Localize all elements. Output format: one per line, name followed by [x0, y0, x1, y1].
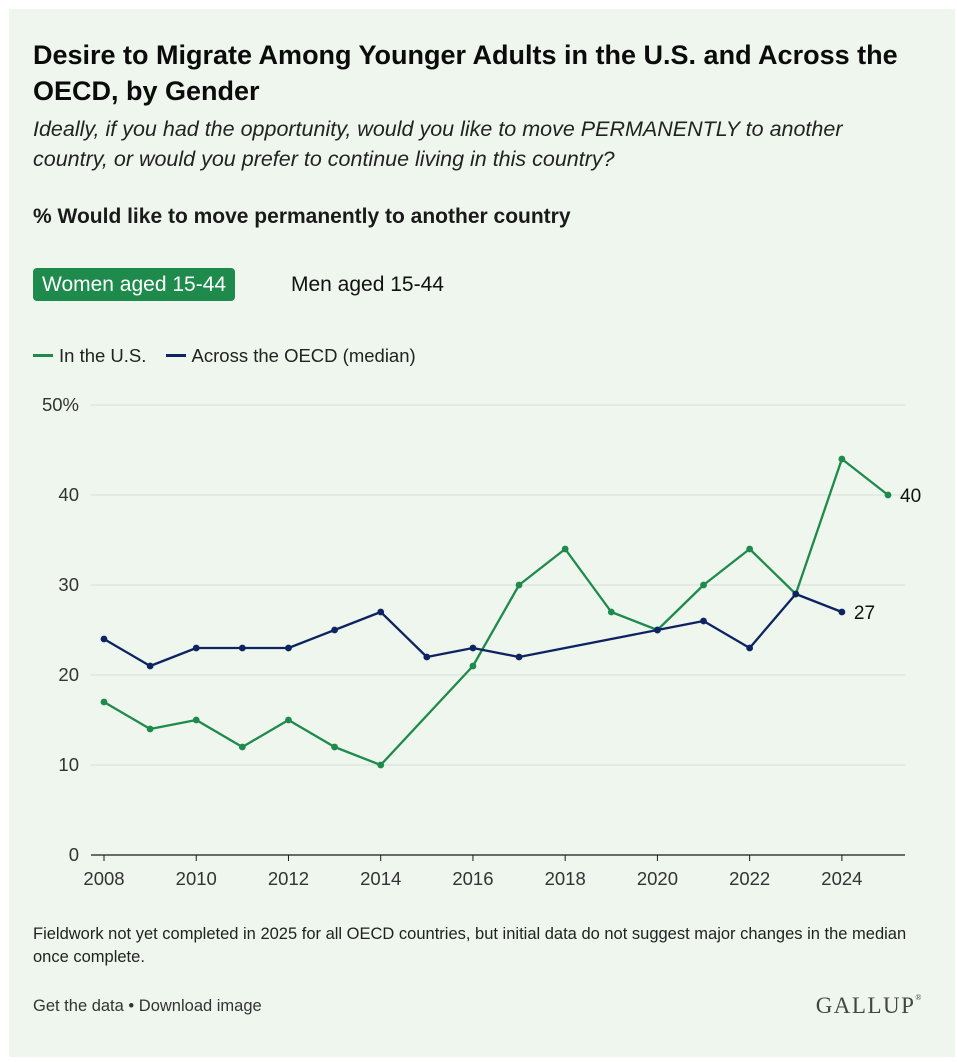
legend-item-us: In the U.S.: [33, 345, 146, 367]
x-tick-label: 2012: [268, 868, 309, 889]
legend-label-oecd: Across the OECD (median): [191, 344, 416, 366]
data-point: [884, 491, 892, 499]
data-point: [377, 761, 385, 769]
legend-swatch-oecd: [165, 354, 186, 357]
footnote: Fieldwork not yet completed in 2025 for …: [33, 925, 907, 966]
x-tick-label: 2024: [821, 868, 862, 889]
data-point: [331, 743, 338, 751]
data-point: [423, 653, 431, 661]
x-tick-label: 2022: [729, 868, 770, 889]
y-tick-label: 30: [58, 574, 79, 595]
line-chart: 0 10 20 30 40 50% 2008 2010 2012 2014 2016 2018 2020…: [42, 394, 921, 889]
data-point: [238, 743, 246, 751]
data-point: [192, 716, 200, 724]
data-point: [700, 581, 707, 589]
data-point: [469, 644, 477, 652]
data-point: [746, 644, 754, 652]
y-tick-label: 20: [58, 664, 79, 685]
end-value-label: 27: [854, 603, 875, 624]
y-tick-label: 50%: [42, 394, 79, 415]
data-point: [146, 662, 154, 670]
download-image-link[interactable]: Download image: [138, 997, 262, 1015]
data-point: [285, 716, 292, 724]
y-tick-label: 0: [69, 844, 79, 865]
x-tick-label: 2014: [360, 868, 401, 889]
series-line-us: [103, 457, 889, 767]
chart-subtitle: Ideally, if you had the opportunity, wou…: [33, 117, 843, 171]
data-point: [838, 455, 846, 463]
chart-legend: In the U.S. Across the OECD (median): [33, 340, 430, 366]
data-point: [100, 635, 108, 643]
data-point: [515, 581, 523, 589]
metric-label: % Would like to move permanently to anot…: [33, 205, 571, 228]
data-point: [377, 608, 385, 616]
data-point: [607, 608, 615, 616]
legend-swatch-us: [33, 354, 53, 357]
data-point: [100, 698, 108, 706]
data-point: [192, 644, 200, 652]
x-tick-label: 2016: [452, 868, 493, 889]
data-point: [654, 626, 661, 634]
end-value-label: 40: [900, 486, 921, 507]
tab-men[interactable]: Men aged 15-44: [291, 273, 444, 296]
data-point: [238, 644, 246, 652]
data-point: [146, 725, 154, 733]
chart-card: Desire to Migrate Among Younger Adults i…: [9, 9, 955, 1057]
y-tick-label: 40: [58, 484, 79, 505]
y-tick-label: 10: [58, 754, 79, 775]
data-point: [515, 653, 523, 661]
data-point: [792, 590, 800, 598]
legend-label-us: In the U.S.: [59, 344, 147, 366]
tab-women[interactable]: Women aged 15-44: [33, 268, 236, 301]
legend-item-oecd: Across the OECD (median): [165, 344, 416, 367]
gallup-logo: GALLUP®: [815, 993, 923, 1018]
data-point: [285, 644, 292, 652]
data-point: [838, 608, 846, 616]
series-line-oecd: [103, 592, 843, 668]
x-tick-label: 2020: [637, 868, 678, 889]
data-point: [469, 662, 477, 670]
x-tick-label: 2018: [545, 868, 586, 889]
x-tick-label: 2010: [176, 868, 217, 889]
data-point: [331, 626, 338, 634]
data-point: [746, 545, 754, 553]
data-point: [700, 617, 707, 625]
data-point: [561, 545, 569, 553]
x-tick-label: 2008: [83, 868, 124, 889]
get-data-link[interactable]: Get the data: [33, 997, 124, 1015]
footer-links: Get the data • Download image: [33, 997, 262, 1016]
link-separator: •: [128, 997, 135, 1015]
chart-title: Desire to Migrate Among Younger Adults i…: [33, 40, 898, 106]
